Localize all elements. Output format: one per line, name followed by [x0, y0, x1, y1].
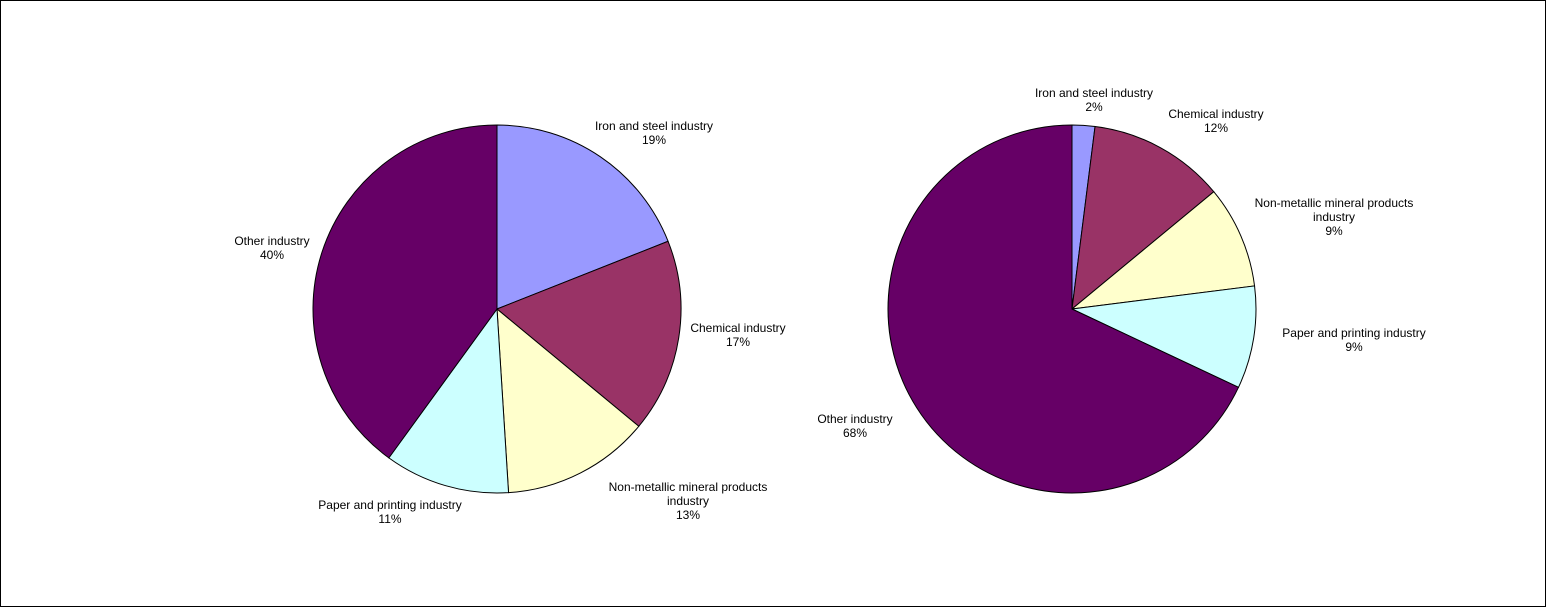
slice-label: Non-metallic mineral products industry 9%	[1255, 196, 1414, 238]
pie-slice	[1070, 191, 1256, 310]
slice-name-label: Paper and printing industry	[1282, 326, 1425, 340]
slice-value-label: 9%	[1345, 340, 1363, 354]
slice-name-label: Non-metallic mineral products	[609, 480, 768, 494]
slice-value-label: 13%	[676, 508, 700, 522]
slice-name-label: industry	[1313, 210, 1355, 224]
slice-label: Chemical industry 12%	[1168, 107, 1263, 135]
pie-slice	[1071, 125, 1215, 311]
pie-chart-1: Iron and steel industry 19% Chemical indus…	[234, 119, 785, 526]
slice-value-label: 40%	[260, 248, 284, 262]
pie-slice	[887, 124, 1240, 494]
slice-value-label: 11%	[378, 512, 401, 526]
slice-name-label: Chemical industry	[690, 321, 785, 335]
pie-slice	[1070, 285, 1257, 389]
slice-name-label: Non-metallic mineral products	[1255, 196, 1414, 210]
slice-label: Paper and printing industry 11%	[318, 498, 461, 526]
pie-slice	[312, 124, 498, 459]
slice-name-label: Other industry	[234, 234, 309, 248]
slice-name-label: Other industry	[817, 412, 892, 426]
slice-name-label: Paper and printing industry	[318, 498, 461, 512]
pie-slice	[496, 307, 640, 494]
slice-name-label: Iron and steel industry	[1035, 86, 1153, 100]
pie-slice	[496, 240, 682, 427]
pie-slice	[388, 307, 510, 494]
slice-label: Other industry 40%	[234, 234, 309, 262]
pie-slice	[496, 124, 669, 310]
slice-value-label: 2%	[1085, 100, 1103, 114]
slice-value-label: 17%	[726, 335, 750, 349]
slice-label: Other industry 68%	[817, 412, 892, 440]
slice-label: Iron and steel industry 19%	[595, 119, 713, 147]
slice-value-label: 19%	[642, 133, 666, 147]
slice-label: Iron and steel industry 2%	[1035, 86, 1153, 114]
slice-name-label: industry	[667, 494, 709, 508]
slice-value-label: 12%	[1204, 121, 1228, 135]
slice-label: Non-metallic mineral products industry 13%	[609, 480, 768, 522]
slice-value-label: 9%	[1325, 224, 1343, 238]
slice-name-label: Iron and steel industry	[595, 119, 713, 133]
slice-name-label: Chemical industry	[1168, 107, 1263, 121]
pie-chart-2: Iron and steel industry 2% Chemical indust…	[817, 86, 1426, 494]
slice-value-label: 68%	[843, 426, 867, 440]
slice-label: Paper and printing industry 9%	[1282, 326, 1425, 354]
slice-label: Chemical industry 17%	[690, 321, 785, 349]
